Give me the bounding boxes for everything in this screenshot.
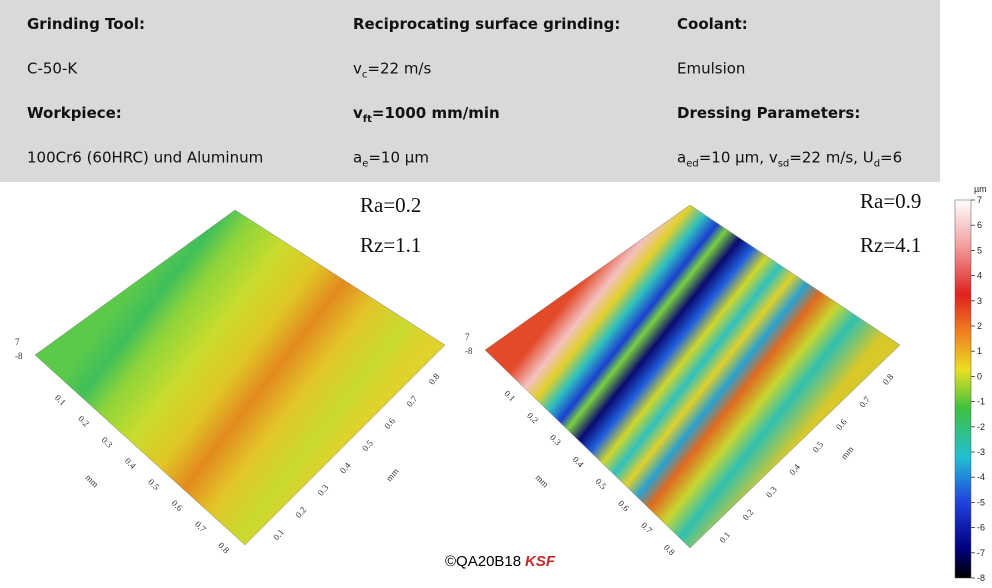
x-tick-label: 0.1 — [53, 392, 68, 407]
z-tick-label: 7 — [465, 332, 470, 342]
table-cell: 100Cr6 (60HRC) und Aluminum — [27, 149, 263, 167]
subscript: sd — [778, 159, 790, 170]
table-cell: Grinding Tool: — [27, 15, 145, 33]
table-cell: Dressing Parameters: — [677, 104, 860, 122]
roughness-ra: Ra=0.2 — [360, 193, 421, 217]
y-tick-label: 0.3 — [316, 482, 331, 497]
y-tick-label: 0.8 — [881, 371, 896, 386]
colorbar-tick-label: 2 — [977, 321, 982, 331]
axis-label: mm — [534, 472, 551, 489]
text: a — [677, 149, 686, 167]
subscript: ft — [363, 114, 372, 125]
text: Grinding Tool: — [27, 15, 145, 33]
colorbar-tick-label: -5 — [977, 497, 985, 507]
z-tick-label: 7 — [15, 337, 20, 347]
text: Reciprocating surface grinding: — [353, 15, 620, 33]
colorbar-tick-label: -6 — [977, 523, 985, 533]
roughness-rz: Rz=4.1 — [860, 233, 921, 257]
x-tick-label: 0.8 — [216, 540, 231, 555]
x-tick-label: 0.3 — [548, 432, 563, 447]
colorbar-tick-label: 1 — [977, 346, 982, 356]
axis-label: mm — [84, 472, 101, 489]
colorbar — [955, 200, 971, 578]
y-tick-label: 0.4 — [787, 462, 802, 477]
y-tick-label: 0.4 — [338, 460, 353, 475]
text: =22 m/s — [367, 60, 431, 78]
subscript: ed — [686, 159, 699, 170]
colorbar-tick-label: -8 — [977, 573, 985, 583]
x-tick-label: 0.7 — [193, 519, 208, 534]
y-tick-label: 0.2 — [293, 505, 308, 520]
x-tick-label: 0.4 — [123, 456, 138, 471]
text: v — [353, 60, 362, 78]
x-tick-label: 0.2 — [525, 410, 540, 425]
table-cell: Workpiece: — [27, 104, 122, 122]
x-tick-label: 0.2 — [76, 414, 91, 429]
y-tick-label: 0.1 — [271, 527, 286, 542]
y-tick-label: 0.2 — [741, 507, 756, 522]
x-tick-label: 0.6 — [170, 498, 185, 513]
text: =10 µm, v — [699, 149, 778, 167]
text: Workpiece: — [27, 104, 122, 122]
surface-left — [35, 210, 445, 545]
text: Dressing Parameters: — [677, 104, 860, 122]
colorbar-tick-label: 4 — [977, 271, 982, 281]
y-tick-label: 0.7 — [857, 394, 872, 409]
text: C-50-K — [27, 60, 78, 78]
text: =10 µm — [368, 149, 429, 167]
axis-label: mm — [839, 444, 856, 461]
colorbar-tick-label: 7 — [977, 195, 982, 205]
x-tick-label: 0.1 — [502, 388, 517, 403]
table-cell: C-50-K — [27, 60, 78, 78]
table-cell: Emulsion — [677, 60, 745, 78]
figure: µm ©QA20B18 KSF Grinding Tool: Reciprocat… — [0, 0, 992, 588]
text: =6 — [880, 149, 902, 167]
x-tick-label: 0.8 — [662, 542, 677, 557]
colorbar-tick-label: 6 — [977, 220, 982, 230]
table-cell: Coolant: — [677, 15, 748, 33]
y-tick-label: 0.5 — [811, 439, 826, 454]
text: =22 m/s, U — [789, 149, 873, 167]
logo: KSF — [525, 553, 556, 570]
table-cell: vft=1000 mm/min — [353, 104, 500, 125]
text: a — [353, 149, 362, 167]
colorbar-tick-label: -2 — [977, 422, 985, 432]
table-cell: aed=10 µm, vsd=22 m/s, Ud=6 — [677, 149, 902, 170]
text: Emulsion — [677, 60, 745, 78]
y-tick-label: 0.7 — [404, 393, 419, 408]
text: 100Cr6 (60HRC) und Aluminum — [27, 149, 263, 167]
text: Coolant: — [677, 15, 748, 33]
colorbar-tick-label: 5 — [977, 245, 982, 255]
x-tick-label: 0.5 — [593, 476, 608, 491]
y-tick-label: 0.6 — [834, 417, 849, 432]
text: v — [353, 104, 363, 122]
x-tick-label: 0.7 — [639, 520, 654, 535]
surface-right — [485, 205, 900, 548]
table-cell: Reciprocating surface grinding: — [353, 15, 620, 33]
y-tick-label: 0.1 — [717, 530, 732, 545]
y-tick-label: 0.5 — [360, 438, 375, 453]
roughness-rz: Rz=1.1 — [360, 233, 421, 257]
colorbar-tick-label: -1 — [977, 397, 985, 407]
z-tick-label: -8 — [15, 351, 23, 361]
x-tick-label: 0.6 — [616, 498, 631, 513]
colorbar-tick-label: 3 — [977, 296, 982, 306]
copyright: ©QA20B18 — [445, 553, 521, 570]
z-tick-label: -8 — [465, 346, 473, 356]
roughness-ra: Ra=0.9 — [860, 189, 921, 213]
y-tick-label: 0.8 — [427, 371, 442, 386]
x-tick-label: 0.3 — [100, 435, 115, 450]
text: =1000 mm/min — [372, 104, 500, 122]
colorbar-tick-label: -4 — [977, 472, 985, 482]
colorbar-unit: µm — [974, 184, 987, 194]
y-tick-label: 0.3 — [764, 484, 779, 499]
colorbar-tick-label: -3 — [977, 447, 985, 457]
axis-label: mm — [384, 466, 401, 483]
colorbar-tick-label: -7 — [977, 548, 985, 558]
x-tick-label: 0.4 — [571, 454, 586, 469]
colorbar-tick-label: 0 — [977, 371, 982, 381]
x-tick-label: 0.5 — [146, 477, 161, 492]
y-tick-label: 0.6 — [382, 416, 397, 431]
